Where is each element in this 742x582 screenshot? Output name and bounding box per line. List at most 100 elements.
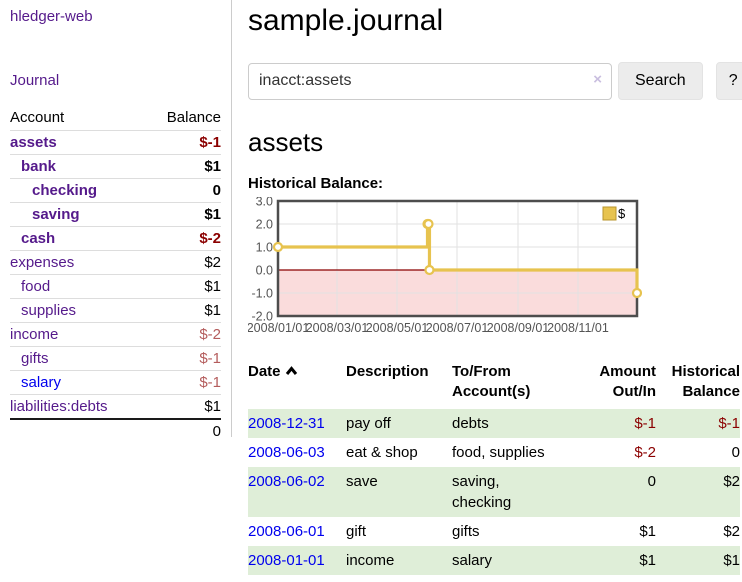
y-axis-tick-label: 0.0: [256, 264, 273, 278]
chart-point: [272, 241, 284, 253]
sidebar-account-row: cash $-2: [10, 226, 221, 251]
sidebar-account-row: supplies $1: [10, 298, 221, 323]
sidebar: hledger-web Journal Account Balance asse…: [0, 0, 232, 443]
chart-point: [631, 287, 643, 299]
accounts-total-row: 0: [10, 418, 221, 443]
transaction-accounts: saving, checking: [452, 472, 512, 511]
historical-balance-chart: $3.0 2.0 1.0 0.0 -1.0 -2.0 2008/01/01 2008/03/0…: [247, 195, 742, 349]
y-axis-tick-label: 3.0: [256, 197, 273, 209]
y-axis-tick-label: -2.0: [251, 310, 273, 324]
transaction-amount: $-1: [634, 414, 656, 432]
transaction-amount: $1: [639, 522, 656, 540]
account-balance: 0: [145, 178, 221, 203]
account-heading: assets: [248, 127, 324, 157]
account-balance: $-2: [145, 226, 221, 251]
help-button[interactable]: ?: [715, 62, 742, 100]
account-balance: $-1: [145, 370, 221, 395]
transaction-accounts: gifts: [452, 522, 480, 540]
x-axis-tick-label: 2008/01/01: [248, 321, 309, 335]
legend-label: $: [618, 206, 626, 221]
balance-column-header: Historical Balance: [671, 363, 740, 401]
legend-swatch: [602, 206, 617, 221]
account-link[interactable]: supplies: [21, 302, 77, 319]
account-balance: $-2: [145, 322, 221, 347]
transaction-date-link[interactable]: 2008-01-01: [248, 551, 325, 569]
x-axis-tick-label: 2008/03/01: [306, 321, 369, 335]
x-axis-tick-label: 2008/07/01: [426, 321, 489, 335]
account-link[interactable]: checking: [32, 182, 98, 199]
sidebar-account-row: liabilities:debts $1: [10, 394, 221, 420]
description-column-header: Description: [346, 363, 429, 380]
app-title-link[interactable]: hledger-web: [10, 8, 93, 25]
account-link[interactable]: bank: [21, 158, 57, 175]
sidebar-account-row: expenses $2: [10, 250, 221, 275]
account-link[interactable]: food: [21, 278, 51, 295]
transaction-amount: $1: [639, 551, 656, 569]
sidebar-account-row: income $-2: [10, 322, 221, 347]
account-link[interactable]: gifts: [21, 350, 49, 367]
account-balance: $2: [145, 250, 221, 275]
sidebar-account-row: assets $-1: [10, 130, 221, 155]
transaction-balance: $1: [723, 551, 740, 569]
sidebar-account-row: food $1: [10, 274, 221, 299]
transaction-date-link[interactable]: 2008-06-03: [248, 443, 325, 461]
transaction-amount: 0: [647, 472, 656, 490]
sidebar-account-row: checking 0: [10, 178, 221, 203]
accounts-table: Account Balance assets $-1 bank $1 checking 0…: [10, 106, 221, 443]
transaction-balance: $2: [723, 472, 740, 490]
transaction-row: 2008-06-01 gift gifts $1 $2: [248, 517, 740, 546]
transactions-table: Date Description To/From Account(s) Amou…: [248, 362, 740, 575]
transaction-description: pay off: [346, 414, 391, 432]
transaction-balance: $-1: [718, 414, 740, 432]
account-link[interactable]: income: [10, 326, 59, 343]
x-axis-tick-label: 2008/05/01: [366, 321, 429, 335]
search-button[interactable]: Search: [618, 62, 703, 100]
transaction-description: gift: [346, 522, 367, 540]
clear-search-icon[interactable]: ×: [593, 70, 602, 88]
search-input[interactable]: [248, 62, 612, 100]
transaction-accounts: food, supplies: [452, 443, 545, 461]
transaction-date-link[interactable]: 2008-06-01: [248, 522, 325, 540]
chart-title: Historical Balance:: [248, 175, 384, 192]
search-form: × Search ?: [248, 62, 742, 100]
transaction-balance: 0: [731, 443, 740, 461]
transaction-balance: $2: [723, 522, 740, 540]
transaction-description: save: [346, 472, 378, 490]
y-axis-tick-label: -1.0: [251, 287, 273, 301]
y-axis-tick-label: 2.0: [256, 218, 273, 232]
transaction-date-link[interactable]: 2008-12-31: [248, 414, 325, 432]
account-balance: $1: [145, 298, 221, 323]
main-content: sample.journal × Search ? assets Histori…: [232, 0, 742, 582]
amount-column-header: Amount Out/In: [599, 363, 656, 401]
account-balance: $1: [145, 394, 221, 420]
transaction-row: 2008-06-03 eat & shop food, supplies $-2 0: [248, 438, 740, 467]
page-title: sample.journal: [248, 4, 444, 37]
y-axis-tick-label: 1.0: [256, 241, 273, 255]
account-link[interactable]: cash: [21, 230, 56, 247]
transaction-row: 2008-01-01 income salary $1 $1: [248, 545, 740, 575]
account-balance: $1: [145, 202, 221, 227]
account-balance: $1: [145, 274, 221, 299]
account-balance: $1: [145, 154, 221, 179]
transaction-accounts: debts: [452, 414, 489, 432]
chart-border: [276, 199, 639, 318]
account-link[interactable]: liabilities:debts: [10, 398, 108, 415]
transaction-amount: $-2: [634, 443, 656, 461]
accounts-column-header: To/From Account(s): [452, 363, 531, 401]
sidebar-account-row: saving $1: [10, 202, 221, 227]
account-link[interactable]: saving: [32, 206, 80, 223]
accounts-total-balance: 0: [145, 418, 221, 443]
account-link[interactable]: salary: [21, 374, 62, 391]
chart-canvas: $3.0 2.0 1.0 0.0 -1.0 -2.02008/01/012008/03/0…: [247, 195, 643, 335]
sidebar-account-row: salary $-1: [10, 370, 221, 395]
sidebar-item-journal[interactable]: Journal: [10, 72, 60, 89]
account-link[interactable]: assets: [10, 134, 57, 151]
account-link[interactable]: expenses: [10, 254, 75, 271]
sidebar-account-row: bank $1: [10, 154, 221, 179]
date-column-header[interactable]: Date: [248, 362, 346, 409]
accounts-column-header: Account: [10, 106, 146, 131]
transaction-date-link[interactable]: 2008-06-02: [248, 472, 325, 490]
sort-ascending-icon: [285, 366, 297, 375]
transaction-row: 2008-06-02 save saving, checking 0 $2: [248, 466, 740, 517]
transaction-description: income: [346, 551, 395, 569]
